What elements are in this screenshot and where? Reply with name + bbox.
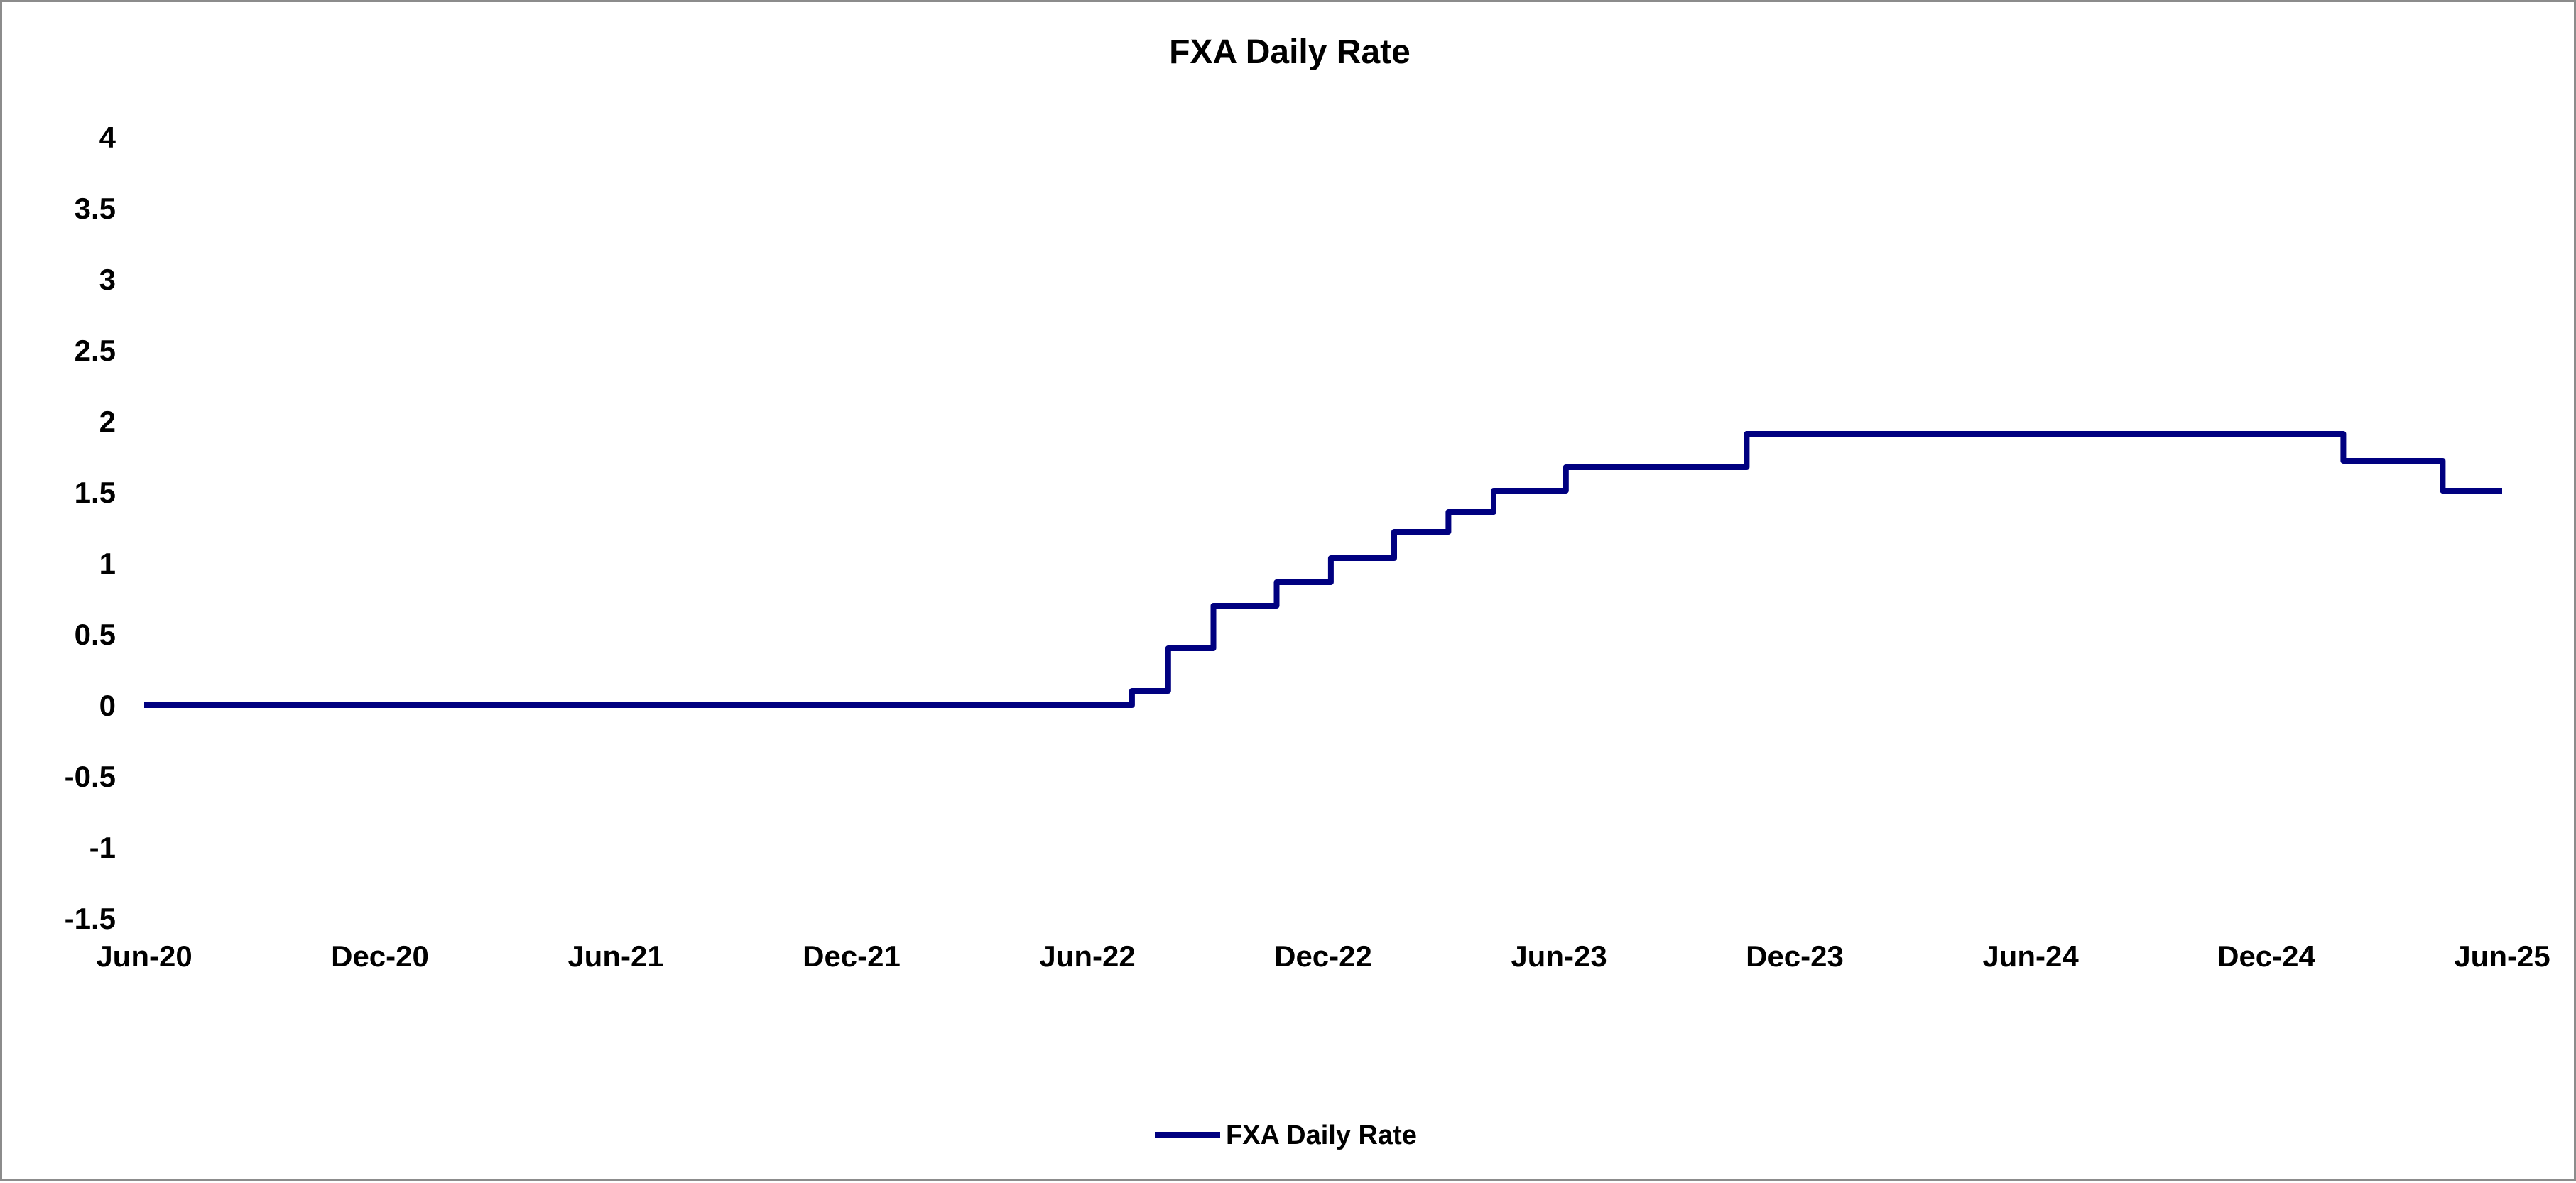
y-axis-tick-labels: 4 3.5 3 2.5 2 1.5 1 0.5 0 -0.5 -1 -1.5 <box>65 121 116 935</box>
y-tick-label: -0.5 <box>65 760 116 793</box>
x-tick-label: Jun-23 <box>1511 939 1607 973</box>
chart-title: FXA Daily Rate <box>1169 33 1411 71</box>
y-tick-label: 2.5 <box>75 334 116 367</box>
x-tick-label: Jun-20 <box>96 939 192 973</box>
x-tick-label: Dec-20 <box>331 939 429 973</box>
legend: FXA Daily Rate <box>1155 1121 1417 1150</box>
legend-label-fxa-daily-rate: FXA Daily Rate <box>1226 1121 1417 1150</box>
x-tick-label: Dec-21 <box>803 939 901 973</box>
y-tick-label: 3 <box>99 263 116 296</box>
y-tick-label: 2 <box>99 405 116 438</box>
y-tick-label: 0.5 <box>75 618 116 651</box>
x-tick-label: Jun-21 <box>567 939 663 973</box>
y-tick-label: -1.5 <box>65 902 116 935</box>
x-tick-label: Jun-24 <box>1982 939 2079 973</box>
x-tick-label: Dec-24 <box>2217 939 2315 973</box>
y-tick-label: 0 <box>99 689 116 722</box>
x-tick-label: Dec-22 <box>1274 939 1372 973</box>
x-tick-label: Dec-23 <box>1746 939 1844 973</box>
x-axis-tick-labels: Jun-20 Dec-20 Jun-21 Dec-21 Jun-22 Dec-22 Jun-… <box>96 939 2550 973</box>
y-tick-label: -1 <box>89 831 116 864</box>
series-layer <box>144 431 2502 708</box>
series-line-fxa-daily-rate <box>144 431 2502 708</box>
x-tick-label: Jun-25 <box>2454 939 2550 973</box>
y-tick-label: 1.5 <box>75 476 116 509</box>
y-tick-label: 1 <box>99 547 116 580</box>
y-tick-label: 3.5 <box>75 192 116 225</box>
x-tick-label: Jun-22 <box>1039 939 1135 973</box>
y-tick-label: 4 <box>99 121 116 154</box>
